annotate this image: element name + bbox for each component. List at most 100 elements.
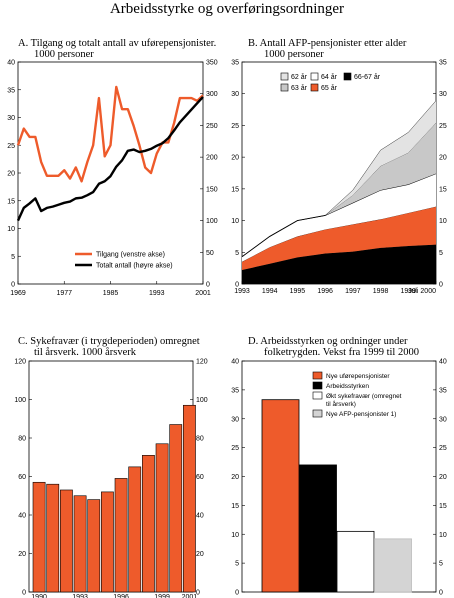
panel-c-right-axis-label: 0 [196,590,200,597]
panel-b-legend-swatch-3 [280,83,289,92]
panel-c-x-label: 1999 [154,594,170,598]
panel-c-right-axis-label: 80 [196,436,204,443]
panel-d-legend-label-2: Økt sykefravær (omregnet [326,393,402,400]
panel-d-left-axis-label: 15 [231,503,239,510]
panel-b-right-axis-label: 10 [439,218,447,225]
panel-d-left-axis-label: 30 [231,416,239,423]
panel-b-x-label: 1994 [262,288,278,295]
panel-c-title: C. Sykefravær (i trygdeperioden) omregne… [18,336,200,358]
panel-a-x-label: 1977 [56,290,72,297]
panel-c-right-axis-label: 120 [196,359,208,366]
panel-d-legend-label-3: til årsverk) [326,400,356,408]
panel-a-series-line-0 [16,85,204,183]
panel-b-legend-swatch-1 [310,72,319,81]
panel-c-bar-1997 [128,466,142,593]
panel-d-bar-2 [336,530,375,593]
panel-b-legend-label-3: 63 år [291,84,308,92]
panel-d-right-axis-label: 40 [439,359,447,366]
panel-c-bar-1995 [101,491,114,593]
main-title: Arbeidsstyrke og overføringsordninger [109,1,345,17]
panel-d-left-axis-label: 25 [231,445,239,452]
panel-c-bar-2001 [183,404,196,593]
panel-c-bar-1993 [73,495,87,593]
panel-b-right-axis-label: 15 [439,186,447,193]
panel-a-right-axis-label: 150 [206,186,218,193]
panel-b-x-label: Juli 2000 [408,288,436,295]
panel-d-left-axis-label: 20 [231,474,239,481]
panel-b-left-axis-label: 35 [231,60,239,67]
panel-d-right-axis-label: 10 [439,532,447,539]
panel-b-area-2 [242,173,436,262]
panel-a-legend-label-0: Tilgang (venstre akse) [96,252,165,259]
panel-c-right-axis-label: 40 [196,513,204,520]
panel-a-left-axis-label: 15 [7,198,15,205]
panel-d-right-axis-label: 20 [439,474,447,481]
panel-d-left-axis-label: 35 [231,387,239,394]
panel-c-right-axis-label: 100 [196,397,208,404]
panel-b-x-label: 1996 [317,288,333,295]
panel-c-bar-1992 [60,489,73,593]
panel-a-left-axis-label: 35 [7,87,15,94]
panel-d-legend-swatch-2 [312,391,323,400]
panel-a-title: A. Tilgang og totalt antall av uførepens… [18,38,216,60]
panel-d-right-axis-label: 25 [439,445,447,452]
panel-b-x-label: 1993 [234,288,250,295]
panel-d-right-axis-label: 5 [439,561,443,568]
panel-b-right-axis-label: 35 [439,60,447,67]
panel-c-bar-1994 [87,499,101,593]
panel-a-x-label: 2001 [195,290,211,297]
panel-d-legend-swatch-3 [312,409,323,418]
panel-b-x-label: 1998 [373,288,389,295]
panel-c-left-axis-label: 40 [18,513,26,520]
panel-d-bar-0 [261,399,300,593]
panel-a-right-axis-label: 50 [206,250,214,257]
panel-b-area-1 [242,206,436,271]
panel-c-x-label: 1990 [31,594,47,598]
panel-b-left-axis-label: 0 [235,282,239,289]
panel-c-title-line2: til årsverk. 1000 årsverk [34,347,137,358]
panel-a-title-line1: A. Tilgang og totalt antall av uførepens… [18,38,217,49]
panel-a-left-axis-label: 0 [11,282,15,289]
panel-d-left-axis-label: 0 [235,590,239,597]
panel-d-right-axis-label: 0 [439,590,443,597]
panel-a-series-line-1 [16,96,204,222]
panel-c-left-axis-label: 20 [18,551,26,558]
panel-c-right-axis-label: 20 [196,551,204,558]
panel-d-legend-swatch-0 [312,371,323,380]
panel-d-legend-swatch-1 [312,381,323,390]
panel-a-left-axis-label: 10 [7,226,15,233]
panel-b-legend-label-4: 65 år [321,84,338,92]
panel-a-right-axis-label: 350 [206,60,218,67]
panel-c-bar-1998 [142,455,155,593]
panel-a-legend-label-1: Totalt antall (høyre akse) [96,263,173,270]
panel-a-left-axis-label: 20 [7,171,15,178]
panel-c-left-axis-label: 80 [18,436,26,443]
panel-d-legend-label-0: Nye uførepensjonister [326,373,390,380]
panel-a-left-axis-label: 30 [7,115,15,122]
panel-d-title-line2: folketrygden. Vekst fra 1999 til 2000 [264,347,419,358]
panel-b-area-edge-4 [241,100,437,257]
panel-a-left-axis-label: 40 [7,60,15,67]
panel-c-bar-1991 [46,483,60,593]
panel-d-right-axis-label: 35 [439,387,447,394]
panel-a-title-line2: 1000 personer [34,49,94,60]
panel-c-x-label: 1996 [113,594,129,598]
panel-d-bar-1 [299,464,337,593]
panel-d-left-axis-label: 10 [231,532,239,539]
panel-b-title-line1: B. Antall AFP-pensjonister etter alder [248,38,407,49]
panel-d-title-line1: D. Arbeidsstyrken og ordninger under [248,336,408,347]
panel-c-bar-2000 [169,424,183,593]
panel-c-left-axis-label: 100 [14,397,26,404]
panel-b-x-label: 1999 [400,288,416,295]
panel-c-right-axis-label: 60 [196,474,204,481]
panel-d-legend-label-4: Nye AFP-pensjonister 1) [326,411,396,418]
panel-b-right-axis-label: 0 [439,282,443,289]
panel-a-right-axis-label: 100 [206,218,218,225]
panel-c-bar-1999 [155,443,169,593]
panel-c-bar-1990 [32,481,46,593]
panel-b-legend-swatch-0 [280,72,289,81]
panel-a-right-axis-label: 0 [206,282,210,289]
panel-d-left-axis-label: 40 [231,359,239,366]
panel-b-left-axis-label: 15 [231,186,239,193]
